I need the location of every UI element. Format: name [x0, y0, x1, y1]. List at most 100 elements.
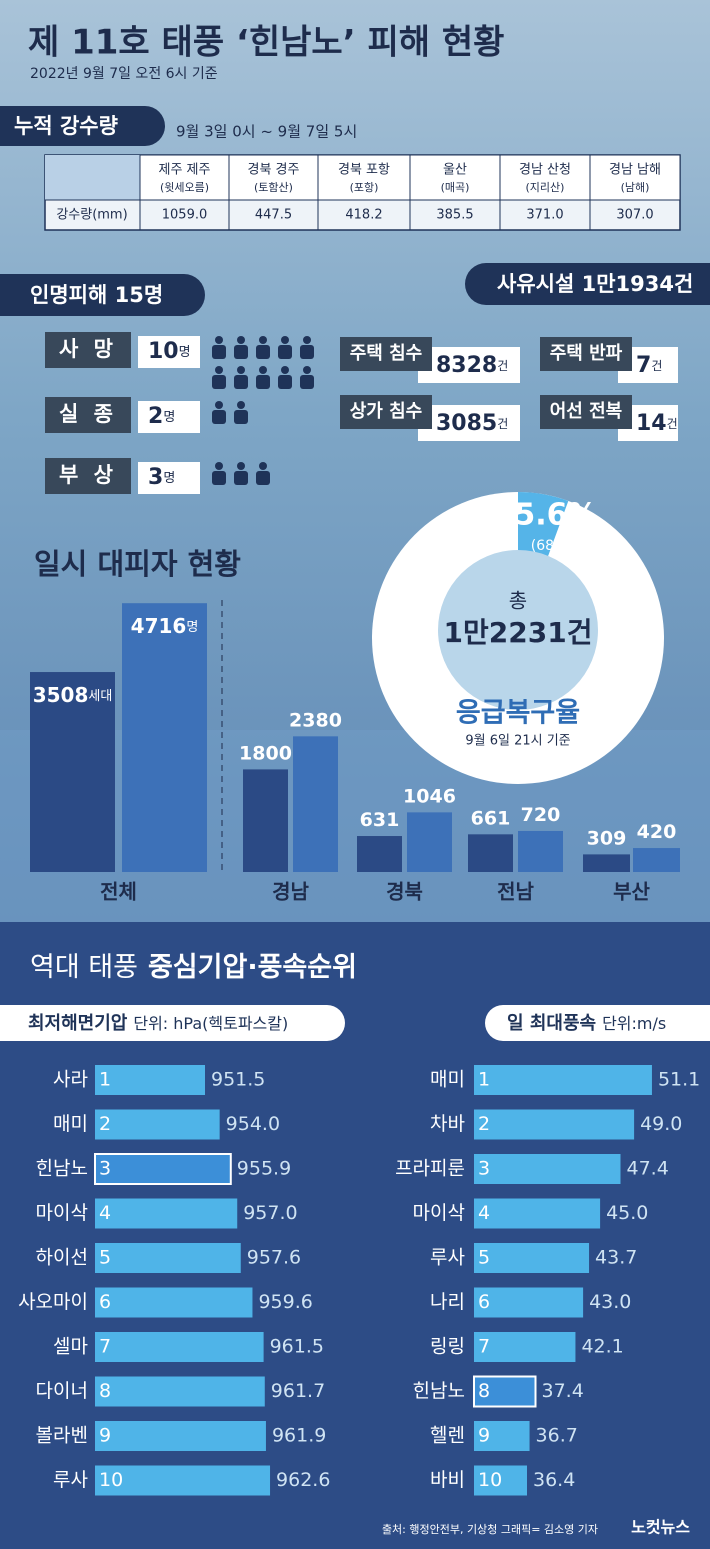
icon-head [215, 366, 223, 374]
region-label: 경남 [272, 880, 309, 904]
person-icon [256, 462, 270, 485]
evacuee-bar [633, 848, 680, 872]
icon-body [256, 471, 270, 485]
rank-number: 7 [478, 1336, 490, 1358]
logo: 노컷뉴스 [631, 1518, 690, 1537]
ranking-bar [95, 1243, 241, 1273]
ranking-value: 49.0 [640, 1113, 682, 1135]
facility-label: 어선 전복 [550, 401, 623, 422]
ranking-value: 961.7 [271, 1380, 325, 1402]
evacuee-value: 661 [471, 807, 511, 829]
typhoon-name: 프라피룬 [395, 1158, 465, 1180]
casualty-count: 2 [148, 404, 163, 429]
evacuees-title: 일시 대피자 현황 [34, 547, 241, 581]
column-name: 경남 남해 [609, 163, 661, 178]
column-place: (지리산) [526, 181, 565, 194]
ranking-value: 45.0 [606, 1202, 648, 1224]
rainfall-value: 447.5 [255, 208, 292, 223]
typhoon-name: 링링 [430, 1336, 465, 1358]
rainfall-value: 418.2 [345, 208, 382, 223]
donut-hole [438, 550, 598, 710]
person-icon [300, 336, 314, 359]
facility-count-box [418, 405, 520, 441]
ranking-bar [474, 1287, 584, 1318]
ranking-value: 37.4 [542, 1380, 584, 1402]
typhoon-name: 힌남노 [413, 1380, 465, 1402]
pressure-unit: 단위: hPa(헥토파스칼) [133, 1014, 288, 1033]
evacuee-unit: 세대 [88, 689, 112, 704]
icon-body [234, 471, 248, 485]
rank-number: 5 [478, 1247, 490, 1269]
facility-unit: 건 [497, 417, 508, 431]
person-icon [212, 462, 226, 485]
rank-number: 9 [478, 1425, 490, 1447]
ranking-bar [474, 1243, 590, 1273]
facilities-pill [465, 263, 710, 305]
ranking-bar [95, 1465, 271, 1496]
table-corner [45, 155, 140, 200]
facilities-title: 사유시설 1만1934건 [497, 272, 693, 296]
rainfall-title: 누적 강수량 [14, 114, 118, 138]
person-icon [234, 336, 248, 359]
rainfall-period: 9월 3일 0시 ~ 9월 7일 5시 [176, 123, 357, 141]
evacuee-value: 631 [360, 809, 400, 831]
casualty-unit: 명 [163, 471, 175, 486]
rank-number: 6 [99, 1291, 111, 1313]
typhoon-name: 루사 [430, 1247, 465, 1269]
rainfall-value: 307.0 [616, 208, 653, 223]
icon-body [212, 345, 226, 359]
ranking-value: 42.1 [581, 1336, 623, 1358]
casualty-count-text: 10명 [148, 339, 191, 364]
evacuee-label: 1046 [403, 785, 456, 807]
ranking-bar [474, 1154, 621, 1184]
rainfall-pill [0, 106, 165, 146]
rank-number: 8 [478, 1380, 490, 1402]
ranking-bar [474, 1065, 652, 1095]
icon-body [278, 345, 292, 359]
rainfall-value: 385.5 [436, 208, 473, 223]
icon-head [259, 336, 267, 344]
recovery-title: 응급복구율 [456, 698, 580, 729]
typhoon-name: 볼라벤 [36, 1425, 88, 1447]
facility-count-text: 8328건 [436, 353, 508, 378]
typhoon-name: 마이삭 [413, 1202, 465, 1224]
casualties-pill [0, 274, 205, 316]
facility-label: 주택 반파 [550, 343, 623, 364]
evacuee-bar [243, 769, 288, 872]
typhoon-name: 헬렌 [430, 1425, 465, 1447]
icon-head [237, 401, 245, 409]
column-name: 제주 제주 [159, 163, 211, 178]
ranking-value: 43.0 [589, 1291, 631, 1313]
evacuee-value: 420 [637, 821, 677, 843]
rankings-title-normal: 역대 태풍 [30, 952, 138, 983]
typhoon-name: 차바 [430, 1113, 465, 1135]
casualty-count: 3 [148, 465, 163, 490]
header-cell [228, 154, 319, 201]
rank-number: 1 [478, 1069, 490, 1091]
icon-head [215, 336, 223, 344]
region-label: 경북 [386, 880, 423, 904]
icon-head [281, 336, 289, 344]
title: 제 11호 태풍 ‘힌남노’ 피해 현황 [28, 23, 504, 63]
icon-head [259, 366, 267, 374]
subtitle: 2022년 9월 7일 오전 6시 기준 [30, 66, 218, 82]
rainfall-value: 1059.0 [162, 208, 208, 223]
person-icon [234, 366, 248, 389]
person-icon [234, 401, 248, 424]
region-label: 전체 [100, 880, 137, 904]
typhoon-name: 루사 [53, 1469, 88, 1491]
person-icon [212, 336, 226, 359]
evacuee-label: 720 [521, 803, 561, 825]
ranking-bar [474, 1198, 601, 1229]
wind-heading: 일 최대풍속 단위:m/s [507, 1013, 666, 1034]
facility-count: 14 [636, 411, 667, 436]
typhoon-name: 셀마 [53, 1336, 88, 1358]
rank-number: 3 [99, 1158, 111, 1180]
evacuee-bar [30, 672, 115, 872]
icon-head [215, 462, 223, 470]
casualty-unit: 명 [163, 410, 175, 425]
ranking-value: 51.1 [658, 1069, 700, 1091]
facility-count-text: 7건 [636, 353, 662, 378]
ranking-bar [95, 1376, 265, 1407]
